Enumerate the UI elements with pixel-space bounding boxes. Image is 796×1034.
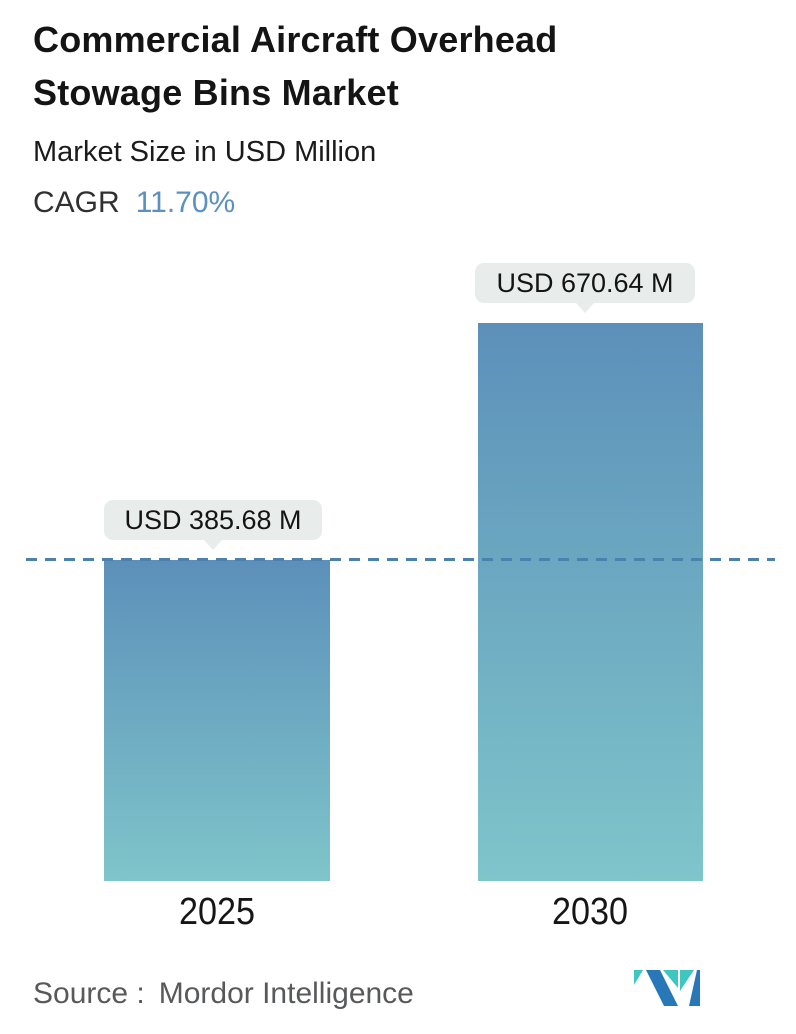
source-label: Source : <box>33 977 145 1010</box>
bar-2025 <box>104 560 330 881</box>
cagr-value: 11.70% <box>135 186 236 219</box>
value-label-2025: USD 385.68 M <box>104 500 322 551</box>
value-label-2030: USD 670.64 M <box>475 263 695 314</box>
axis-label-2030: 2030 <box>551 891 629 933</box>
mordor-intelligence-logo <box>634 970 700 1006</box>
axis-label-2025: 2025 <box>178 891 256 933</box>
value-label-text: USD 385.68 M <box>124 505 302 536</box>
bar-2030 <box>478 323 703 881</box>
value-label-text: USD 670.64 M <box>496 268 674 299</box>
reference-dashed-line <box>26 558 775 562</box>
source-value: Mordor Intelligence <box>158 977 414 1010</box>
cagr-row: CAGR 11.70% <box>33 184 235 222</box>
cagr-label: CAGR <box>33 186 120 219</box>
page-title: Commercial Aircraft Overhead Stowage Bin… <box>33 19 558 113</box>
chart-subtitle: Market Size in USD Million <box>33 136 377 168</box>
source-text: Source : Mordor Intelligence <box>33 974 414 1014</box>
